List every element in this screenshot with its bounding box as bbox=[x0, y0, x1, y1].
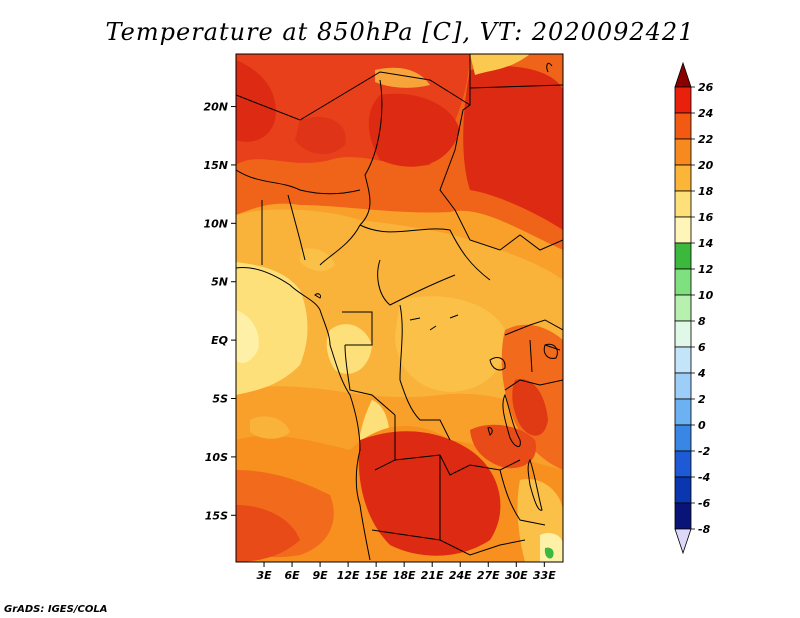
colorbar-label: 18 bbox=[698, 185, 714, 198]
lon-tick-label: 24E bbox=[449, 569, 472, 582]
country-borders bbox=[236, 54, 563, 561]
colorbar-lower-arrow bbox=[674, 528, 692, 555]
colorbar-label: 10 bbox=[698, 289, 714, 302]
lon-tick-label: 3E bbox=[256, 569, 272, 582]
lon-tick-label: 21E bbox=[421, 569, 444, 582]
temperature-field bbox=[236, 54, 563, 562]
lat-tick-label: EQ bbox=[211, 334, 228, 347]
colorbar-swatch bbox=[674, 346, 692, 374]
colorbar-label: -6 bbox=[698, 497, 711, 510]
colorbar-label: 22 bbox=[698, 133, 714, 146]
longitude-axis: 3E 6E 9E 12E 15E 18E 21E 24E 27E 30E 33E bbox=[256, 562, 556, 582]
lat-tick-label: 10N bbox=[203, 217, 228, 230]
lon-tick-label: 6E bbox=[284, 569, 300, 582]
lat-tick-label: 5N bbox=[211, 276, 228, 289]
lat-tick-label: 10S bbox=[205, 451, 228, 464]
colorbar-swatch bbox=[674, 164, 692, 192]
colorbar-swatch bbox=[674, 294, 692, 322]
colorbar-label: 4 bbox=[697, 367, 706, 380]
lon-tick-label: 9E bbox=[312, 569, 328, 582]
lat-tick-label: 15S bbox=[205, 509, 228, 522]
colorbar-label: 14 bbox=[698, 237, 713, 250]
lon-tick-label: 15E bbox=[365, 569, 388, 582]
colorbar-label: 20 bbox=[698, 159, 714, 172]
colorbar-swatch bbox=[674, 138, 692, 166]
lat-tick-label: 15N bbox=[203, 159, 228, 172]
lon-tick-label: 30E bbox=[505, 569, 528, 582]
colorbar-label: 16 bbox=[698, 211, 714, 224]
latitude-axis: 20N 15N 10N 5N EQ 5S 10S 15S bbox=[203, 101, 236, 522]
colorbar-swatch bbox=[674, 424, 692, 452]
colorbar-label: 24 bbox=[698, 107, 713, 120]
map-frame bbox=[235, 53, 564, 563]
grads-credit: GrADS: IGES/COLA bbox=[4, 604, 108, 615]
colorbar-swatch bbox=[674, 320, 692, 348]
colorbar-label: -2 bbox=[698, 445, 711, 458]
colorbar-label: 8 bbox=[698, 315, 706, 328]
colorbar-swatch bbox=[674, 190, 692, 218]
colorbar-swatch bbox=[674, 268, 692, 296]
colorbar-swatch bbox=[674, 112, 692, 140]
colorbar-swatch bbox=[674, 242, 692, 270]
colorbar-label: -4 bbox=[698, 471, 710, 484]
lon-tick-label: 33E bbox=[533, 569, 556, 582]
lon-tick-label: 27E bbox=[477, 569, 500, 582]
colorbar-swatch bbox=[674, 476, 692, 504]
colorbar-label: -8 bbox=[698, 523, 711, 536]
colorbar-swatch bbox=[674, 502, 692, 530]
lat-tick-label: 5S bbox=[212, 393, 228, 406]
colorbar-label: 0 bbox=[698, 419, 706, 432]
colorbar-label: 2 bbox=[698, 393, 706, 406]
lat-tick-label: 20N bbox=[203, 101, 228, 114]
lon-tick-label: 18E bbox=[393, 569, 416, 582]
colorbar-label: 6 bbox=[698, 341, 706, 354]
colorbar-swatch bbox=[674, 398, 692, 426]
colorbar-swatch bbox=[674, 450, 692, 478]
colorbar-swatch bbox=[674, 372, 692, 400]
colorbar-upper-arrow bbox=[674, 61, 692, 88]
colorbar-swatch bbox=[674, 216, 692, 244]
colorbar-label: 12 bbox=[698, 263, 714, 276]
map-title: Temperature at 850hPa [C], VT: 202009242… bbox=[105, 18, 695, 46]
lon-tick-label: 12E bbox=[337, 569, 360, 582]
colorbar-swatch bbox=[674, 86, 692, 114]
colorbar-label: 26 bbox=[698, 81, 714, 94]
